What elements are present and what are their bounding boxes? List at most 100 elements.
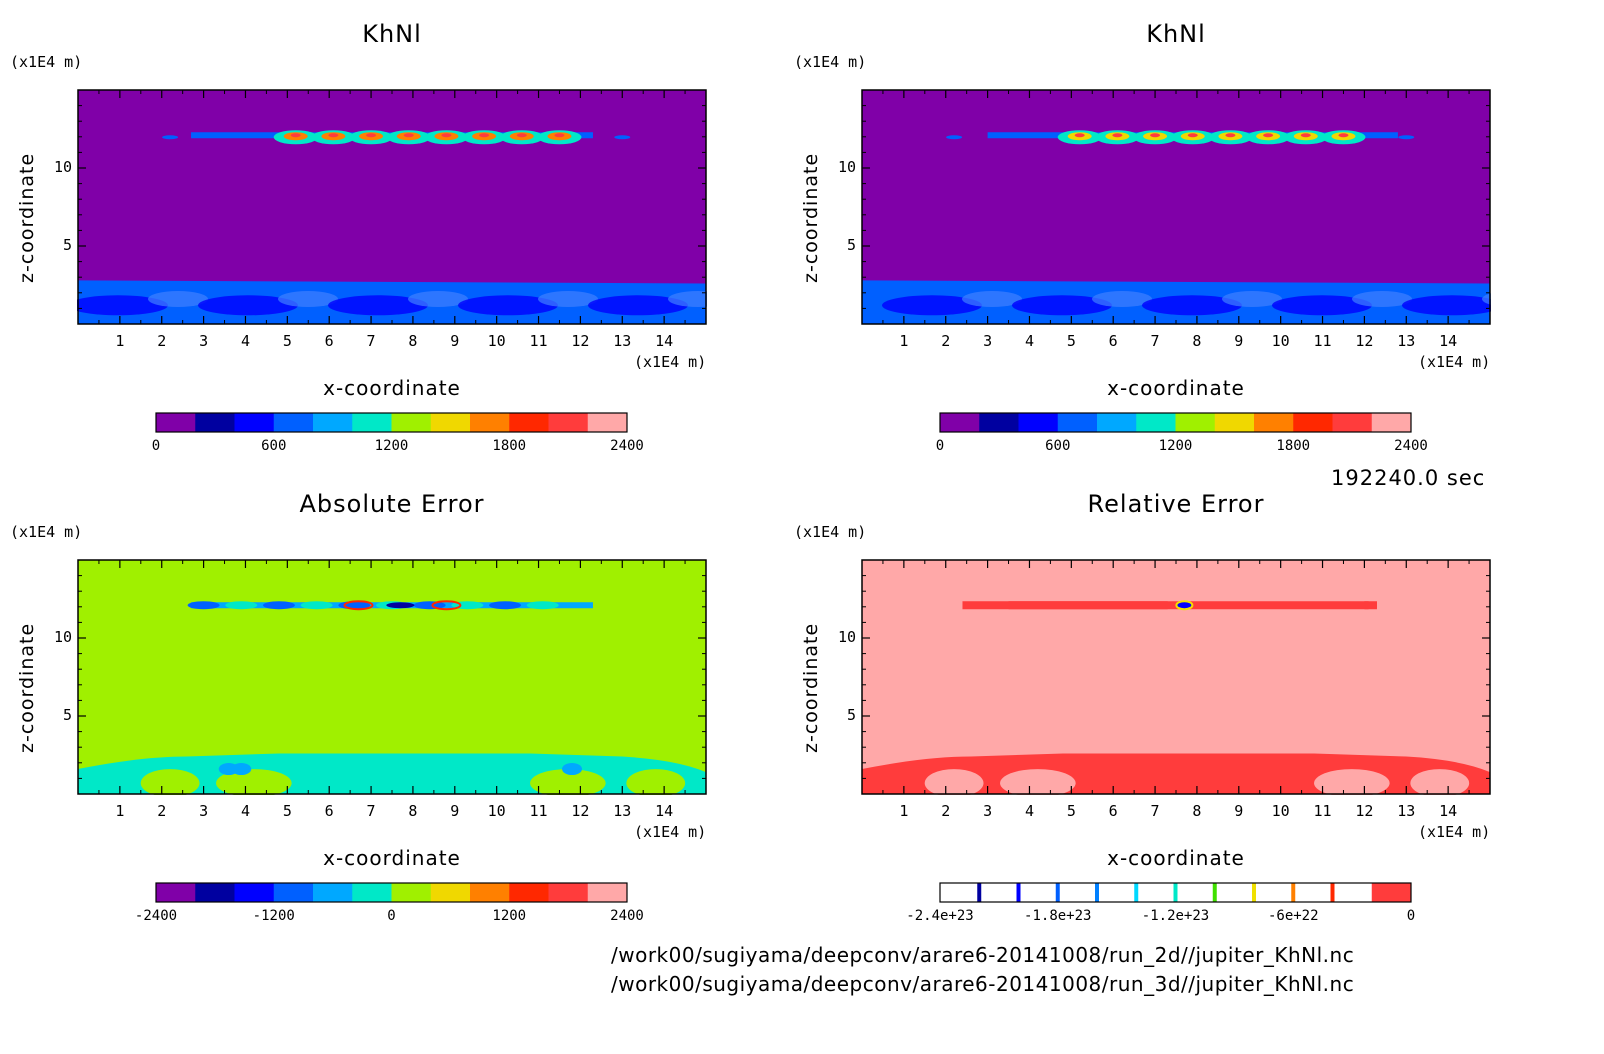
- colorbar-tick-label: 1200: [374, 438, 409, 454]
- colorbar-segment: [313, 883, 353, 902]
- colorbar-tick-label: -6e+22: [1267, 908, 1319, 924]
- lower-eddy: [882, 295, 982, 316]
- colorbar-segment: [509, 413, 549, 432]
- lower-gap: [140, 769, 200, 795]
- colorbar-tick-label: -1.8e+23: [1024, 908, 1092, 924]
- upper-cloud-peak: [366, 133, 377, 138]
- lower-eddy-light: [538, 291, 598, 308]
- colorbar-tick-label: -1200: [252, 908, 295, 924]
- colorbar-segment: [1057, 883, 1098, 902]
- colorbar-tick-label: 600: [1045, 438, 1071, 454]
- x-tick-label: 7: [366, 332, 376, 350]
- lower-eddy: [1012, 295, 1112, 316]
- lower-eddy: [1402, 295, 1491, 316]
- error-blob: [262, 601, 295, 610]
- lower-eddy: [77, 295, 168, 316]
- x-tick-label: 11: [1313, 802, 1332, 820]
- x-unit-label: (x1E4 m): [634, 823, 707, 841]
- x-tick-label: 10: [487, 802, 506, 820]
- colorbar-tick-label: 0: [935, 438, 945, 454]
- rel-error-core: [1175, 600, 1194, 611]
- lower-gap: [626, 769, 686, 795]
- colorbar-tick-label: 1800: [492, 438, 527, 454]
- x-tick-label: 8: [1192, 332, 1202, 350]
- colorbar-frame: [939, 412, 1412, 433]
- colorbar-tick-label: 0: [151, 438, 161, 454]
- error-blob: [489, 601, 522, 610]
- colorbar-segment: [273, 413, 314, 432]
- plot-title: Absolute Error: [299, 490, 485, 518]
- colorbar-segment: [313, 413, 353, 432]
- lower-eddy: [1272, 295, 1372, 316]
- x-tick-label: 11: [529, 332, 548, 350]
- colorbar-tick-label: 2400: [610, 438, 644, 454]
- colorbar-segment: [1018, 883, 1059, 902]
- x-tick-label: 3: [199, 332, 209, 350]
- x-unit-label: (x1E4 m): [634, 353, 707, 371]
- colorbar-segment: [1097, 883, 1137, 902]
- colorbar-tick-label: 0: [387, 908, 396, 924]
- x-tick-label: 7: [366, 802, 376, 820]
- x-axis-label: x-coordinate: [323, 846, 461, 870]
- colorbar-tick-label: 1800: [1276, 438, 1311, 454]
- colorbar-frame: [939, 882, 1412, 903]
- y-axis-label: z-coordinate: [16, 622, 38, 753]
- colorbar-segment: [1097, 413, 1137, 432]
- colorbar-segment: [1214, 413, 1255, 432]
- colorbar-segment: [979, 883, 1019, 902]
- lower-eddy-light: [408, 291, 468, 308]
- x-tick-label: 9: [450, 332, 460, 350]
- x-tick-label: 5: [1066, 332, 1076, 350]
- colorbar-segment: [352, 413, 392, 432]
- x-tick-label: 3: [199, 802, 209, 820]
- colorbar-segment: [234, 883, 275, 902]
- lower-eddy-light: [1352, 291, 1412, 308]
- lower-eddy-light: [1222, 291, 1282, 308]
- x-tick-label: 4: [240, 802, 250, 820]
- colorbar-segment: [1254, 413, 1294, 432]
- upper-fragment: [1398, 135, 1415, 140]
- error-blob: [526, 601, 559, 610]
- y-tick-label: 5: [846, 236, 856, 254]
- x-tick-label: 11: [1313, 332, 1332, 350]
- file-path-2d: /work00/sugiyama/deepconv/arare6-2014100…: [611, 943, 1355, 967]
- x-tick-label: 2: [941, 802, 951, 820]
- x-unit-label: (x1E4 m): [1418, 823, 1491, 841]
- colorbar-tick-label: -1.2e+23: [1141, 908, 1210, 924]
- colorbar-segment: [1293, 883, 1333, 902]
- x-tick-label: 13: [1397, 802, 1416, 820]
- colorbar-segment: [1018, 413, 1059, 432]
- lower-eddy: [1142, 295, 1242, 316]
- colorbar-segment: [1332, 883, 1373, 902]
- x-tick-label: 7: [1150, 802, 1160, 820]
- x-axis-label: x-coordinate: [1107, 376, 1245, 400]
- colorbar-segment: [1293, 413, 1333, 432]
- x-tick-label: 14: [655, 802, 674, 820]
- x-tick-label: 5: [1066, 802, 1076, 820]
- upper-cloud-peak: [1225, 133, 1236, 138]
- plot-area: [861, 89, 1491, 325]
- upper-fragment: [614, 135, 631, 140]
- x-tick-label: 9: [450, 802, 460, 820]
- colorbar-segment: [1332, 413, 1373, 432]
- x-tick-label: 3: [983, 332, 993, 350]
- colorbar-segment: [234, 413, 275, 432]
- x-axis-label: x-coordinate: [323, 376, 461, 400]
- colorbar-frame: [155, 882, 628, 903]
- upper-cloud-peak: [1074, 133, 1085, 138]
- x-tick-label: 5: [282, 332, 292, 350]
- upper-cloud-peak: [1112, 133, 1123, 138]
- lower-eddy-light: [148, 291, 208, 308]
- colorbar-segment: [587, 883, 628, 902]
- colorbar-segment: [1254, 883, 1294, 902]
- lower-eddy: [458, 295, 558, 316]
- x-tick-label: 12: [1355, 802, 1374, 820]
- x-tick-label: 10: [487, 332, 506, 350]
- x-tick-label: 12: [571, 332, 590, 350]
- lower-gap: [530, 769, 606, 795]
- y-axis-label: z-coordinate: [800, 622, 822, 753]
- colorbar-segment: [548, 883, 589, 902]
- colorbar-segment: [1175, 883, 1216, 902]
- lower-eddy-light: [278, 291, 338, 308]
- rel-error-band: [1364, 601, 1377, 610]
